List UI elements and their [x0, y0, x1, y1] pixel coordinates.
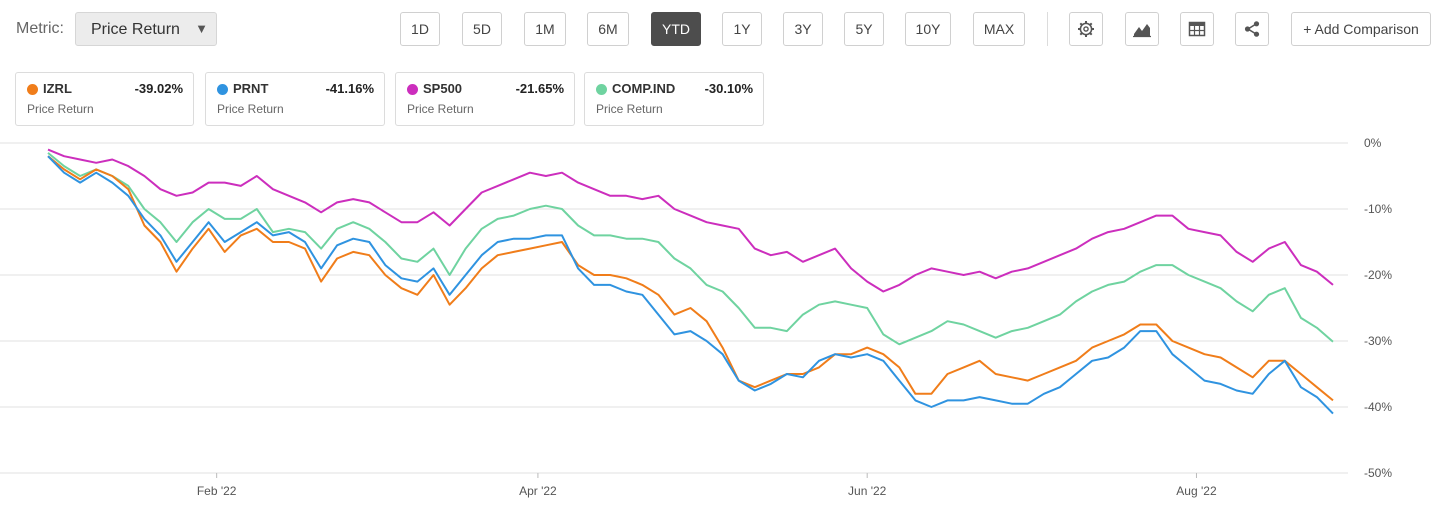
legend-card-izrl[interactable]: IZRL -39.02% Price Return: [15, 72, 194, 126]
range-1y-button[interactable]: 1Y: [722, 12, 762, 46]
range-max-button[interactable]: MAX: [973, 12, 1025, 46]
y-tick-label: -30%: [1364, 334, 1392, 348]
legend-ticker: COMP.IND: [612, 81, 676, 96]
y-tick-label: -40%: [1364, 400, 1392, 414]
range-3y-button[interactable]: 3Y: [783, 12, 823, 46]
series-color-dot: [27, 84, 38, 95]
legend-ticker: IZRL: [43, 81, 72, 96]
range-6m-button[interactable]: 6M: [587, 12, 629, 46]
legend-card-sp500[interactable]: SP500 -21.65% Price Return: [395, 72, 575, 126]
table-icon: [1188, 21, 1206, 37]
range-5d-button[interactable]: 5D: [462, 12, 502, 46]
series-color-dot: [596, 84, 607, 95]
price-return-chart: 0% -10% -20% -30% -40% -50% Feb '22 Apr '22 Jun…: [0, 136, 1392, 498]
x-axis-labels: Feb '22 Apr '22 Jun '22 Aug '22: [197, 473, 1217, 498]
x-tick-label: Aug '22: [1176, 484, 1217, 498]
metric-select[interactable]: Price Return ▼: [75, 12, 217, 46]
legend-ticker: PRNT: [233, 81, 269, 96]
legend-metric: Price Return: [596, 102, 663, 116]
series-color-dot: [407, 84, 418, 95]
x-tick-label: Apr '22: [519, 484, 557, 498]
legend-metric: Price Return: [217, 102, 284, 116]
toolbar-divider: [1047, 12, 1048, 46]
series-line-comp-ind: [47, 152, 1334, 346]
metric-label: Metric:: [16, 20, 64, 37]
series-line-izrl: [47, 155, 1334, 402]
area-chart-icon: [1133, 24, 1151, 38]
y-tick-label: -20%: [1364, 268, 1392, 282]
chart-series: [47, 148, 1334, 415]
legend-value: -21.65%: [515, 81, 564, 96]
legend-value: -41.16%: [325, 81, 374, 96]
chart-type-button[interactable]: [1125, 12, 1159, 46]
y-axis-labels: 0% -10% -20% -30% -40% -50%: [1364, 136, 1392, 480]
share-button[interactable]: [1235, 12, 1269, 46]
legend-ticker: SP500: [423, 81, 463, 96]
range-10y-button[interactable]: 10Y: [905, 12, 951, 46]
range-1d-button[interactable]: 1D: [400, 12, 440, 46]
add-comparison-button[interactable]: + Add Comparison: [1291, 12, 1431, 46]
x-tick-label: Feb '22: [197, 484, 237, 498]
share-icon: [1244, 21, 1260, 37]
y-tick-label: 0%: [1364, 136, 1382, 150]
range-ytd-button[interactable]: YTD: [651, 12, 701, 46]
series-line-sp500: [47, 148, 1334, 293]
table-view-button[interactable]: [1180, 12, 1214, 46]
legend-value: -30.10%: [704, 81, 753, 96]
gear-icon: [1078, 21, 1094, 37]
legend-card-prnt[interactable]: PRNT -41.16% Price Return: [205, 72, 385, 126]
legend-card-comp-ind[interactable]: COMP.IND -30.10% Price Return: [584, 72, 764, 126]
y-tick-label: -10%: [1364, 202, 1392, 216]
toolbar: Metric: Price Return ▼ 1D 5D 1M 6M YTD 1…: [0, 0, 1444, 60]
range-5y-button[interactable]: 5Y: [844, 12, 884, 46]
chart-gridlines: [0, 142, 1348, 474]
y-tick-label: -50%: [1364, 466, 1392, 480]
settings-button[interactable]: [1069, 12, 1103, 46]
series-color-dot: [217, 84, 228, 95]
legend-value: -39.02%: [134, 81, 183, 96]
caret-down-icon: ▼: [195, 21, 208, 36]
legend-metric: Price Return: [27, 102, 94, 116]
range-1m-button[interactable]: 1M: [524, 12, 566, 46]
metric-select-value: Price Return: [91, 21, 180, 38]
series-line-prnt: [47, 155, 1334, 415]
x-tick-label: Jun '22: [848, 484, 887, 498]
legend-metric: Price Return: [407, 102, 474, 116]
